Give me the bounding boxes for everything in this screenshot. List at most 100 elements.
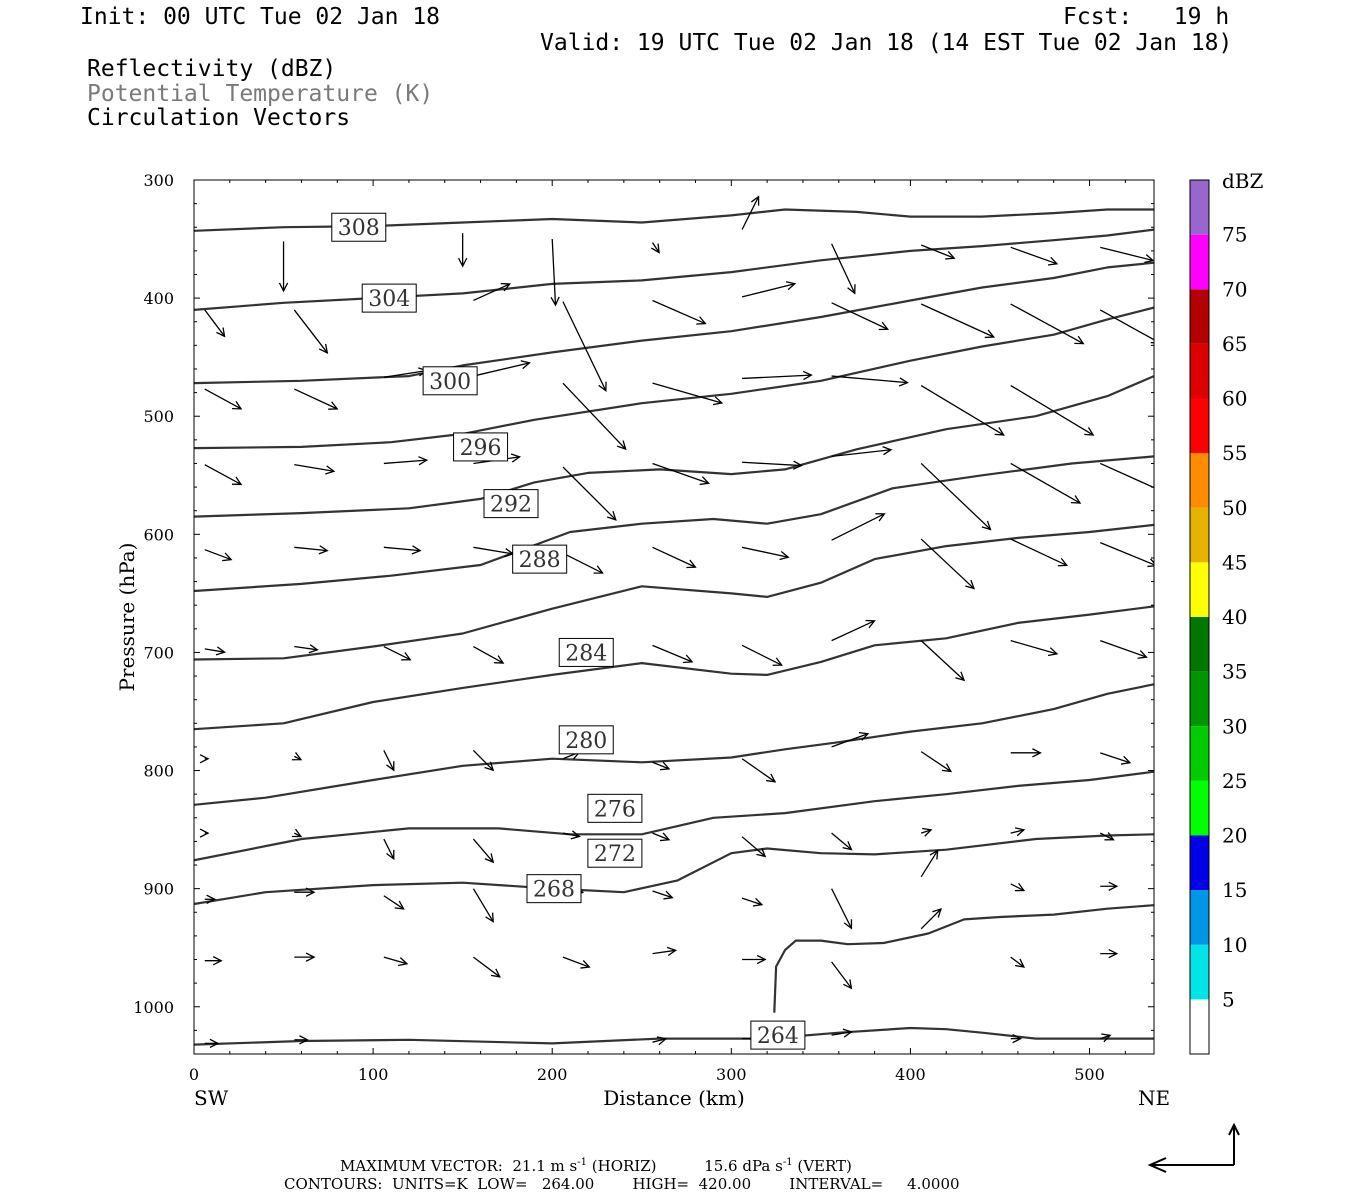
circulation-vector bbox=[472, 750, 494, 771]
colorbar-segment bbox=[1190, 726, 1209, 781]
circulation-vector bbox=[920, 640, 965, 681]
contour-280 bbox=[194, 605, 1154, 731]
vector-arrowhead bbox=[232, 476, 243, 486]
contour-label: 288 bbox=[519, 548, 561, 573]
vector-arrowhead bbox=[1032, 748, 1042, 758]
y-axis-label: Pressure (hPa) bbox=[115, 543, 139, 692]
vector-arrowhead bbox=[858, 731, 870, 741]
y-tick-label: 500 bbox=[143, 407, 174, 426]
contour-label-box bbox=[558, 637, 614, 667]
y-tick-label: 1000 bbox=[133, 998, 174, 1017]
vector-arrowhead bbox=[779, 551, 790, 561]
circulation-vector bbox=[831, 375, 908, 384]
circulation-vector bbox=[831, 832, 852, 851]
contour-labels: 308 304 300 296 292 288 284 280 276 272 268 264 bbox=[331, 212, 806, 1050]
circulation-vector bbox=[1100, 1034, 1111, 1040]
vector-arrowhead bbox=[457, 257, 468, 268]
circulation-vector bbox=[383, 956, 408, 965]
circulation-vector bbox=[652, 1038, 666, 1043]
vector-arrowhead bbox=[650, 243, 660, 254]
vector-arrowhead bbox=[215, 646, 226, 656]
dbz-colorbar: 5 10 15 20 25 30 35 40 45 50 55 60 65 70 75 bbox=[1189, 179, 1247, 1055]
vector-arrowhead bbox=[418, 456, 429, 466]
circulation-vector bbox=[294, 388, 338, 410]
vector-arrowhead bbox=[865, 619, 876, 629]
vector-arrowhead bbox=[699, 476, 710, 486]
vector-arrowhead bbox=[520, 360, 531, 370]
horiz-tag: (HORIZ) bbox=[591, 1157, 657, 1175]
colorbar-segment bbox=[1190, 944, 1209, 1000]
colorbar-segment bbox=[1190, 398, 1209, 454]
circulation-vector bbox=[1100, 640, 1147, 658]
vector-arrowhead bbox=[299, 1035, 309, 1045]
circulation-vector bbox=[204, 648, 225, 653]
vert-tag: (VERT) bbox=[797, 1157, 852, 1175]
colorbar-segment bbox=[1190, 343, 1209, 399]
circulation-vector bbox=[831, 961, 852, 989]
colorbar-level-label: 55 bbox=[1222, 441, 1247, 465]
vector-arrowhead bbox=[598, 381, 607, 393]
colorbar-segment bbox=[1190, 671, 1209, 727]
vector-arrowhead bbox=[1108, 948, 1119, 959]
colorbar-level-label: 15 bbox=[1222, 878, 1247, 902]
field-circulation-vectors: Circulation Vectors bbox=[87, 105, 351, 131]
contour-264 bbox=[194, 1026, 1154, 1046]
circulation-vector bbox=[383, 895, 405, 910]
vector-arrowhead bbox=[656, 1036, 668, 1046]
vector-arrowhead bbox=[484, 853, 495, 864]
contour-276 bbox=[194, 683, 1154, 806]
colorbar-segment bbox=[1190, 890, 1209, 945]
circulation-vector bbox=[472, 888, 494, 922]
unit-exponent: -1 bbox=[782, 1157, 793, 1168]
circulation-vector bbox=[1010, 956, 1025, 968]
circulation-vector bbox=[831, 1031, 852, 1036]
circulation-vector bbox=[383, 750, 395, 771]
vector-arrowhead bbox=[510, 453, 522, 463]
circulation-vector bbox=[562, 382, 627, 450]
vector-arrowhead bbox=[882, 445, 893, 456]
circulation-vector bbox=[204, 549, 232, 561]
circulation-vector bbox=[1010, 303, 1084, 345]
vector-arrowhead bbox=[1047, 647, 1059, 657]
circulation-vector bbox=[741, 283, 796, 298]
vector-arrowhead bbox=[984, 329, 996, 339]
vector-arrowhead bbox=[222, 552, 233, 562]
vector-arrowhead bbox=[945, 250, 956, 260]
colorbar-level-label: 60 bbox=[1222, 387, 1247, 411]
y-tick-label: 300 bbox=[143, 171, 174, 190]
vector-arrowhead bbox=[1012, 1033, 1023, 1044]
y-tick-label: 600 bbox=[143, 525, 174, 544]
colorbar-segment bbox=[1190, 780, 1209, 836]
vector-arrowhead bbox=[1137, 650, 1148, 659]
colorbar-level-label: 30 bbox=[1222, 714, 1247, 738]
vector-arrowhead bbox=[485, 912, 494, 923]
circulation-vector bbox=[741, 546, 789, 558]
vector-arrowhead bbox=[199, 754, 210, 764]
vector-arrowhead bbox=[616, 440, 627, 451]
circulation-vector bbox=[831, 888, 852, 929]
reference-vector-icon bbox=[1147, 1122, 1240, 1173]
circulation-vector bbox=[742, 374, 812, 380]
vector-arrowhead bbox=[1070, 495, 1082, 504]
contour-label-box bbox=[361, 283, 417, 313]
vector-arrowhead bbox=[842, 841, 853, 851]
vector-arrowhead bbox=[494, 655, 505, 664]
vector-arrowhead bbox=[308, 644, 319, 654]
circulation-vectors bbox=[199, 195, 1154, 1049]
circulation-vector bbox=[741, 758, 776, 783]
circulation-vector bbox=[920, 244, 955, 259]
circulation-vector bbox=[562, 956, 590, 968]
vector-arrowhead bbox=[666, 946, 678, 957]
circulation-vector bbox=[652, 832, 670, 841]
x-tick-label: 200 bbox=[537, 1065, 568, 1084]
vector-arrowhead bbox=[1144, 254, 1154, 264]
vector-arrowhead bbox=[756, 847, 767, 858]
vector-arrowhead bbox=[922, 827, 933, 837]
vector-arrowhead bbox=[792, 460, 803, 470]
contour-label: 280 bbox=[565, 729, 607, 754]
colorbar-level-label: 5 bbox=[1222, 987, 1235, 1011]
vector-arrowhead bbox=[593, 565, 604, 574]
circulation-vector bbox=[562, 466, 617, 521]
circulation-vector bbox=[652, 462, 709, 484]
circulation-vector bbox=[1010, 246, 1058, 265]
